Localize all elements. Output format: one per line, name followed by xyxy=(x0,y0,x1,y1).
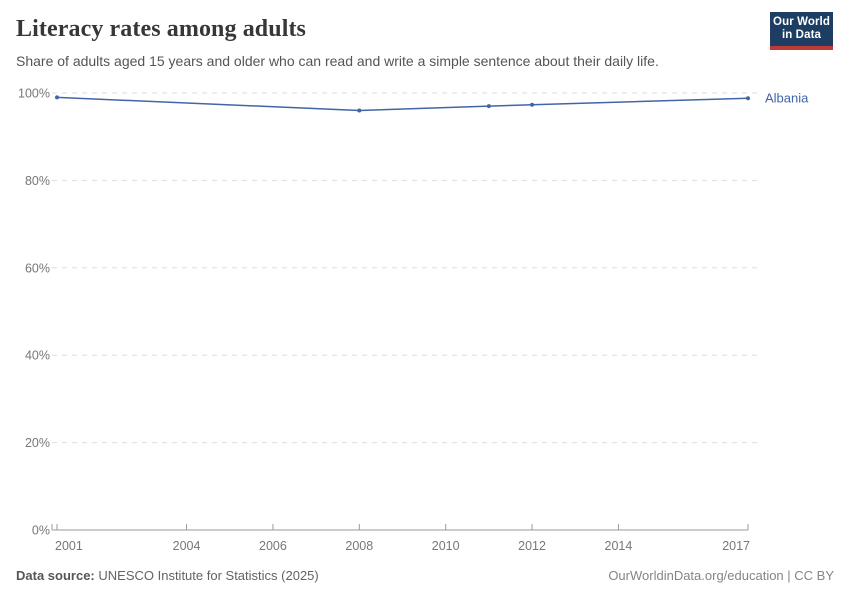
credit-link[interactable]: OurWorldinData.org/education | CC BY xyxy=(608,568,834,583)
data-point-marker xyxy=(746,96,750,101)
data-point-marker xyxy=(55,95,59,100)
chart-subtitle: Share of adults aged 15 years and older … xyxy=(16,53,659,69)
chart-footer: Data source: UNESCO Institute for Statis… xyxy=(16,568,834,583)
y-tick-label: 100% xyxy=(18,87,50,101)
gridlines xyxy=(52,92,757,444)
y-axis-tick-labels: 0% 20% 40% 60% 80% 100% xyxy=(18,87,50,538)
x-tick-label: 2010 xyxy=(432,539,460,553)
page-title: Literacy rates among adults xyxy=(16,16,306,42)
data-point-marker xyxy=(530,102,535,107)
x-axis xyxy=(51,524,749,531)
x-tick-label: 2001 xyxy=(55,539,83,553)
data-point-marker xyxy=(357,108,362,113)
data-source: Data source: UNESCO Institute for Statis… xyxy=(16,568,319,583)
series-albania: Albania xyxy=(55,91,809,113)
owid-logo-line1: Our World xyxy=(773,15,830,28)
y-tick-label: 20% xyxy=(25,436,50,450)
entity-label: Albania xyxy=(765,91,809,106)
series-line xyxy=(56,96,749,112)
data-point-marker xyxy=(486,104,491,109)
x-axis-tick-labels: 2001 2004 2006 2008 2010 2012 2014 2017 xyxy=(55,539,750,553)
y-tick-label: 80% xyxy=(25,174,50,188)
x-tick-label: 2017 xyxy=(722,539,750,553)
owid-logo[interactable]: Our World in Data xyxy=(770,12,833,50)
data-source-label: Data source: xyxy=(16,568,95,583)
y-tick-label: 60% xyxy=(25,261,50,275)
y-tick-label: 40% xyxy=(25,349,50,363)
x-tick-label: 2014 xyxy=(605,539,633,553)
x-tick-label: 2006 xyxy=(259,539,287,553)
owid-logo-line2: in Data xyxy=(781,29,822,41)
x-tick-label: 2008 xyxy=(345,539,373,553)
x-tick-label: 2004 xyxy=(173,539,201,553)
data-source-value: UNESCO Institute for Statistics (2025) xyxy=(98,568,319,583)
y-tick-label: 0% xyxy=(32,524,50,538)
x-tick-label: 2012 xyxy=(518,539,546,553)
